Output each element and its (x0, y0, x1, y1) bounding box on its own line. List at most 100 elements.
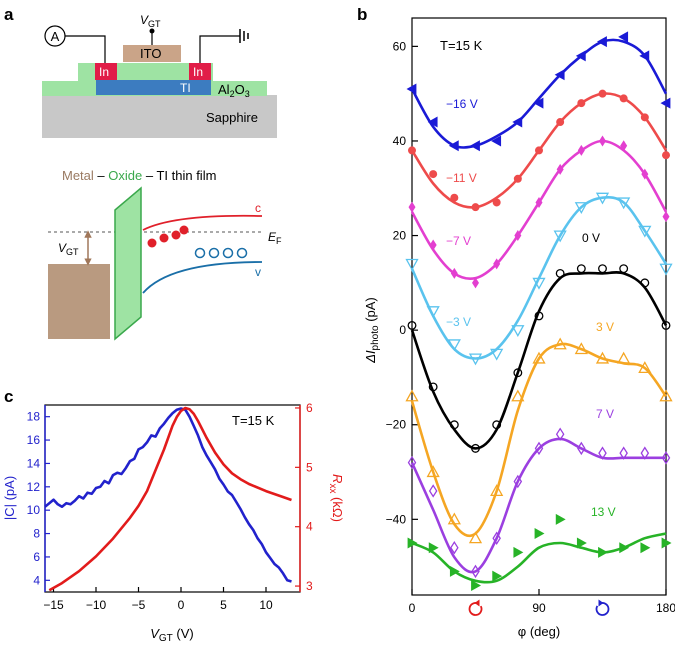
left-tick-label: 4 (33, 573, 40, 587)
data-point (577, 441, 586, 456)
electron-dot (179, 225, 189, 235)
gate-voltage-label: VGT (140, 13, 161, 29)
c-magnitude-curve (44, 407, 292, 583)
left-tick-label: 6 (33, 550, 40, 564)
series-p7: 7 V (407, 407, 671, 579)
data-point (428, 484, 438, 498)
band-diagram-title: Metal – Oxide – TI thin film (62, 168, 216, 183)
valence-band-label: v (255, 265, 261, 279)
data-point (492, 531, 501, 545)
ti-label: TI (180, 81, 191, 95)
right-tick-label: 3 (306, 579, 313, 593)
y-tick-label: 0 (399, 323, 406, 337)
series-label: 7 V (596, 407, 614, 421)
data-point (513, 546, 524, 558)
ito-layer (123, 45, 181, 62)
chart-c-left-label: |C| (pA) (2, 476, 17, 520)
ammeter-label: A (51, 29, 60, 44)
fit-line (410, 38, 668, 149)
data-point (617, 197, 631, 210)
data-point (638, 225, 652, 238)
data-point (598, 446, 607, 460)
right-tick-label: 5 (306, 460, 313, 474)
indium-left-label: In (99, 65, 109, 79)
left-tick-label: 18 (27, 410, 41, 424)
y-tick-label: 20 (393, 229, 407, 243)
series-n16: −16 V (406, 31, 671, 152)
data-point (426, 465, 440, 478)
series-label: 0 V (582, 231, 600, 245)
data-point (511, 325, 525, 337)
data-point (597, 36, 607, 48)
left-tick-label: 14 (27, 456, 41, 470)
conduction-band-curve (142, 214, 263, 231)
data-point (447, 339, 461, 352)
panel-label-c: c (4, 387, 13, 406)
data-point (574, 342, 588, 355)
data-point (428, 382, 438, 392)
data-point (620, 140, 628, 152)
data-point (492, 420, 502, 430)
chart-c-xlabel: VGT (V) (150, 626, 194, 644)
x-tick-label: −5 (132, 598, 146, 612)
data-point (640, 542, 651, 554)
data-point (577, 99, 586, 108)
data-point (406, 83, 417, 95)
data-point (468, 353, 483, 366)
chart-c-right-label: Rxx (kΩ) (327, 474, 345, 522)
data-point (638, 361, 652, 374)
data-point (555, 427, 565, 441)
data-point (450, 540, 459, 555)
hole-dot (236, 247, 248, 259)
data-point (641, 168, 649, 180)
data-point (535, 146, 543, 155)
series-p13: 13 V (407, 505, 672, 592)
data-point (470, 140, 480, 152)
data-point (407, 320, 417, 330)
data-point (513, 474, 523, 489)
data-point (405, 389, 419, 402)
data-point (407, 455, 417, 470)
data-point (491, 135, 502, 147)
conduction-band-label: c (255, 201, 261, 215)
series-label: −16 V (446, 97, 478, 111)
data-point (471, 564, 480, 579)
panel-label-b: b (357, 5, 367, 24)
series-label: −7 V (446, 234, 471, 248)
left-tick-label: 8 (33, 527, 40, 541)
data-point (429, 170, 438, 179)
series-label: −11 V (446, 171, 477, 185)
data-point (575, 50, 586, 62)
rotate-ccw-icon (468, 599, 483, 616)
data-point (598, 546, 608, 558)
chart-b-xlabel: φ (deg) (518, 624, 560, 639)
data-point (556, 118, 565, 127)
data-point (595, 192, 610, 205)
rotate-cw-icon-arc (595, 602, 610, 616)
data-point (514, 230, 522, 242)
series-label: 13 V (591, 505, 616, 519)
sapphire-label: Sapphire (206, 110, 258, 125)
data-point (492, 570, 503, 582)
sapphire-layer (42, 95, 277, 138)
data-point (662, 211, 670, 223)
data-point (468, 531, 483, 544)
data-point (640, 446, 650, 460)
indium-right (189, 63, 211, 80)
data-point (598, 264, 607, 274)
data-point (532, 277, 546, 290)
data-point (405, 258, 419, 271)
fermi-level-label: EF (268, 230, 282, 246)
al2o3-label: Al2O3 (218, 82, 250, 99)
data-point (428, 542, 439, 554)
metal-block (48, 264, 110, 339)
data-point (408, 146, 416, 155)
hole-dot (208, 247, 220, 259)
data-point (595, 351, 610, 364)
series-n3: −3 V (405, 192, 673, 366)
x-tick-label: 180 (656, 601, 675, 615)
data-point (490, 348, 504, 361)
data-point (661, 320, 671, 330)
chart-c-title: T=15 K (232, 413, 275, 428)
